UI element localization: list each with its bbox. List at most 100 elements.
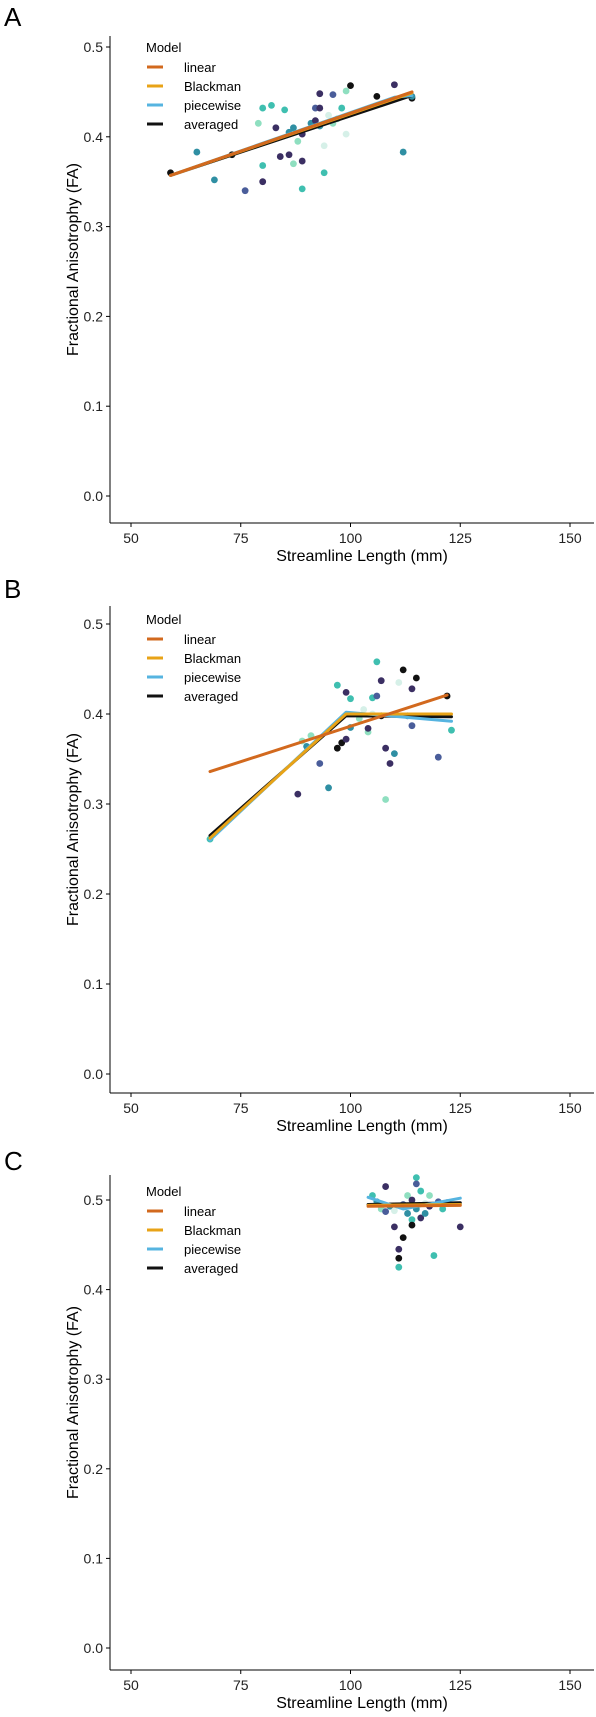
- data-point: [395, 1263, 403, 1271]
- data-point: [404, 1192, 411, 1199]
- data-point: [382, 796, 390, 803]
- data-point: [395, 1254, 403, 1262]
- x-tick-label: 100: [339, 1677, 363, 1693]
- legend-label-piecewise: piecewise: [184, 1242, 241, 1257]
- data-point: [329, 91, 337, 98]
- data-point: [408, 722, 416, 730]
- data-point: [382, 1183, 390, 1190]
- data-point: [259, 104, 267, 112]
- data-point: [298, 157, 306, 165]
- y-tick-label: 0.0: [84, 488, 104, 504]
- data-point: [268, 101, 275, 109]
- y-tick-label: 0.4: [84, 1282, 104, 1298]
- legend-label-blackman: Blackman: [184, 79, 241, 94]
- data-point: [377, 677, 385, 685]
- data-point: [311, 117, 319, 125]
- x-tick-label: 100: [339, 530, 363, 546]
- data-point: [399, 148, 407, 156]
- data-point: [386, 760, 394, 767]
- data-point: [241, 187, 249, 195]
- y-tick-label: 0.4: [84, 706, 104, 722]
- data-point: [439, 1205, 447, 1213]
- legend-label-linear: linear: [184, 1204, 216, 1219]
- data-point: [373, 658, 381, 666]
- data-point: [316, 90, 324, 98]
- data-point: [276, 153, 284, 160]
- data-point: [290, 124, 297, 132]
- legend-label-averaged: averaged: [184, 689, 238, 704]
- y-axis-title: Fractional Anisotrophy (FA): [65, 1306, 82, 1499]
- data-point: [281, 106, 289, 114]
- y-tick-label: 0.2: [84, 886, 104, 902]
- data-point: [382, 1208, 390, 1216]
- data-point: [316, 760, 324, 767]
- data-point: [333, 744, 341, 752]
- data-point: [325, 111, 332, 119]
- y-tick-label: 0.0: [84, 1640, 104, 1656]
- legend-label-averaged: averaged: [184, 117, 238, 132]
- data-point: [412, 1180, 420, 1188]
- legend-label-blackman: Blackman: [184, 1223, 241, 1238]
- legend-label-linear: linear: [184, 60, 216, 75]
- y-tick-label: 0.3: [84, 796, 104, 812]
- x-tick-label: 75: [233, 530, 249, 546]
- data-point: [395, 679, 403, 686]
- y-tick-label: 0.3: [84, 219, 104, 235]
- x-tick-label: 50: [123, 1100, 139, 1116]
- y-tick-label: 0.1: [84, 976, 104, 992]
- data-point: [193, 148, 201, 156]
- series-line-linear: [169, 90, 414, 177]
- data-point: [364, 725, 372, 732]
- chart-panel-c: C 0.0 0.1 0.2 0.3 0.4 0.5 50 75 100 125 150 Streamli…: [4, 1146, 594, 1712]
- data-point: [254, 119, 262, 127]
- legend-title: Model: [146, 40, 182, 55]
- y-tick-label: 0.5: [84, 616, 104, 632]
- x-axis-title: Streamline Length (mm): [276, 1118, 448, 1135]
- y-tick-label: 0.1: [84, 398, 104, 414]
- data-point: [342, 689, 350, 696]
- y-tick-label: 0.0: [84, 1066, 104, 1082]
- x-tick-label: 125: [449, 1677, 473, 1693]
- legend-title: Model: [146, 1184, 182, 1199]
- x-tick-label: 150: [558, 1100, 582, 1116]
- x-axis-title: Streamline Length (mm): [276, 548, 448, 565]
- data-point: [316, 104, 324, 112]
- data-point: [342, 130, 350, 138]
- y-axis-title: Fractional Anisotrophy (FA): [65, 163, 82, 356]
- y-tick-label: 0.5: [84, 39, 104, 55]
- data-point: [320, 142, 328, 150]
- data-point: [290, 160, 297, 168]
- x-tick-label: 50: [123, 530, 139, 546]
- y-axis-title: Fractional Anisotrophy (FA): [65, 733, 82, 926]
- data-point: [404, 1210, 411, 1217]
- x-tick-label: 75: [233, 1100, 249, 1116]
- x-axis-title: Streamline Length (mm): [276, 1695, 448, 1712]
- x-tick-label: 125: [449, 1100, 473, 1116]
- data-point: [399, 1234, 407, 1242]
- y-tick-label: 0.2: [84, 308, 104, 324]
- panel-label: C: [4, 1146, 23, 1176]
- data-point: [421, 1210, 429, 1217]
- data-point: [259, 178, 267, 186]
- y-tick-label: 0.3: [84, 1371, 104, 1387]
- data-point: [347, 82, 354, 90]
- data-point: [417, 1214, 425, 1222]
- data-point: [434, 753, 442, 761]
- legend-label-piecewise: piecewise: [184, 670, 241, 685]
- data-point: [408, 1216, 416, 1224]
- data-point: [412, 1174, 420, 1181]
- data-point: [426, 1192, 433, 1199]
- x-tick-label: 50: [123, 1677, 139, 1693]
- chart-panel-b: B 0.0 0.1 0.2 0.3 0.4 0.5 50 75 100 125 150 Streamli…: [4, 574, 594, 1135]
- legend-label-piecewise: piecewise: [184, 98, 241, 113]
- data-point: [399, 666, 407, 674]
- data-point: [408, 1221, 416, 1229]
- legend-label-linear: linear: [184, 632, 216, 647]
- data-point: [448, 726, 455, 734]
- data-point: [272, 124, 280, 132]
- data-point: [259, 162, 267, 169]
- y-tick-label: 0.4: [84, 129, 104, 145]
- y-tick-label: 0.1: [84, 1550, 104, 1566]
